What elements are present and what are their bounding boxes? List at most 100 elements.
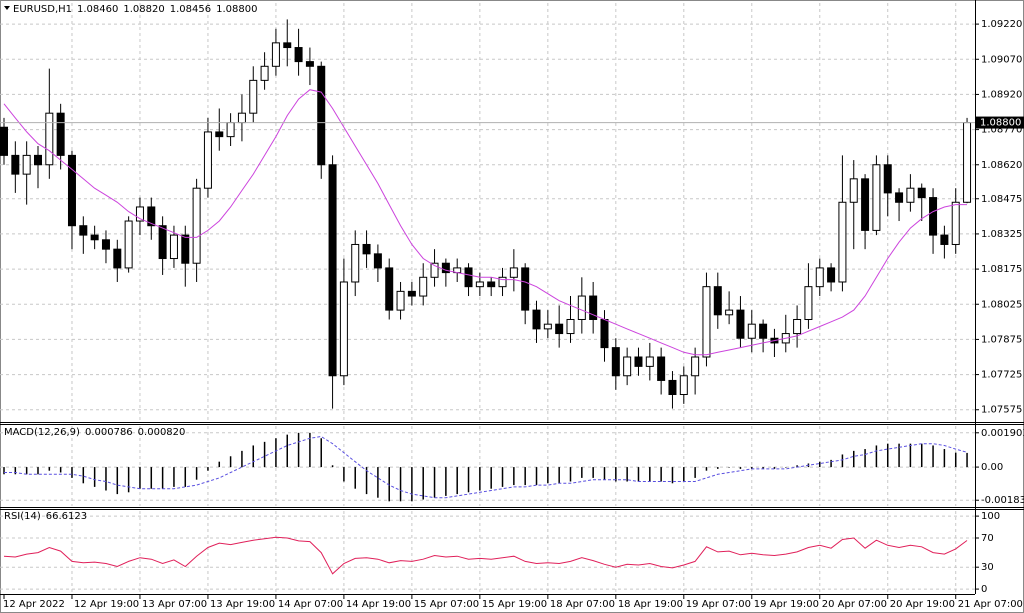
candle-body (668, 379, 677, 396)
macd-bar (875, 445, 878, 468)
candle-body (113, 248, 122, 269)
signal-line (4, 435, 968, 499)
candle-body (498, 276, 507, 288)
macd-bar (241, 450, 243, 468)
macd-bar (184, 467, 187, 487)
candle-body (861, 178, 870, 231)
macd-bar (637, 467, 640, 482)
indicator-value: 1.08820 (123, 4, 164, 15)
candle-body (373, 253, 382, 269)
x-tick-label: 15 Apr 19:00 (482, 599, 547, 610)
indicator-name: MACD(12,26,9) (4, 427, 80, 438)
y-tick-label: 70 (981, 533, 994, 544)
y-tick-label: 30 (981, 562, 994, 573)
y-tick-label: 1.08920 (981, 89, 1022, 100)
candle-body (362, 243, 371, 255)
macd-bar (671, 467, 674, 484)
y-tick-label: 1.09220 (981, 19, 1022, 30)
macd-bar (705, 467, 708, 471)
candle-body (385, 267, 394, 311)
macd-bar (615, 467, 617, 482)
x-tick-label: 18 Apr 19:00 (618, 599, 683, 610)
macd-bar (626, 467, 628, 482)
panel-title: EURUSD,H1 1.08460 1.08820 1.08456 1.08800 (13, 4, 257, 15)
macd-bar (592, 467, 594, 478)
candle-body (419, 276, 428, 297)
y-tick-label: -0.001839 (981, 495, 1024, 506)
candle-body (906, 187, 915, 203)
x-tick-label: 20 Apr 07:00 (822, 599, 887, 610)
candle-body (917, 187, 926, 199)
candle-body (951, 201, 960, 245)
candle-body (124, 220, 133, 269)
candle-body (521, 267, 530, 311)
y-tick-label: 1.07875 (981, 334, 1022, 345)
candle-body (634, 356, 643, 367)
candle-body (577, 295, 586, 320)
macd-bar (569, 467, 572, 482)
candle-body (147, 206, 156, 227)
macd-bar (796, 465, 798, 468)
candle-body (657, 356, 666, 381)
x-tick-label: 19 Apr 07:00 (686, 599, 751, 610)
x-tick-label: 12 Apr 19:00 (74, 599, 139, 610)
candle-body (158, 225, 167, 260)
x-tick-label: 15 Apr 07:00 (414, 599, 479, 610)
candle-body (713, 286, 722, 316)
indicator-value: 66.6123 (46, 511, 87, 522)
candle-body (22, 154, 31, 175)
x-tick-label: 13 Apr 19:00 (210, 599, 275, 610)
indicator-value: 0.000786 (85, 427, 133, 438)
candle-body (203, 131, 212, 189)
macd-bar (717, 467, 719, 469)
candle-body (838, 201, 847, 283)
candle-body (883, 164, 892, 194)
macd-bar (649, 467, 651, 482)
macd-bar (603, 467, 606, 480)
macd-bar (479, 467, 481, 491)
candle-body (747, 323, 756, 339)
moving-average (3, 89, 967, 356)
macd-bar (377, 467, 379, 498)
macd-bar (127, 467, 130, 493)
candle-body (702, 286, 711, 358)
y-tick-label: 1.08175 (981, 264, 1022, 275)
macd-bar (161, 467, 164, 489)
macd-bar (524, 467, 526, 486)
macd-bar (535, 467, 538, 486)
macd-bar (411, 467, 413, 502)
macd-bar (82, 467, 85, 484)
x-tick-label: 21 Apr 07:00 (958, 599, 1023, 610)
indicator-value: 1.08456 (170, 4, 211, 15)
candle-body (759, 323, 768, 339)
candle-body (67, 154, 76, 227)
macd-bar (93, 467, 96, 487)
menu-triangle[interactable] (4, 6, 10, 10)
candle-body (691, 356, 700, 377)
candle-body (79, 225, 88, 236)
candle-body (793, 318, 802, 335)
indicator-name: RSI(14) (4, 511, 41, 522)
candle-body (101, 239, 110, 250)
candle-body (181, 234, 190, 264)
candle-body (611, 347, 620, 377)
macd-bar (581, 467, 583, 478)
macd-bar (252, 445, 255, 468)
y-tick-label: 1.08025 (981, 299, 1022, 310)
panel-title: MACD(12,26,9) 0.000786 0.000820 (4, 427, 185, 438)
macd-bar (864, 449, 866, 468)
macd-bar (286, 434, 288, 468)
y-tick-label: 1.08770 (981, 125, 1022, 136)
candle-body (623, 356, 632, 377)
macd-bar (683, 467, 685, 482)
candle-body (260, 65, 269, 81)
macd-bar (456, 467, 458, 495)
candle-body (317, 65, 326, 166)
x-tick-label: 14 Apr 07:00 (278, 599, 343, 610)
indicator-value: 1.08800 (216, 4, 257, 15)
macd-bar (751, 467, 753, 469)
y-tick-label: 1.08620 (981, 160, 1022, 171)
macd-bar (558, 467, 560, 484)
